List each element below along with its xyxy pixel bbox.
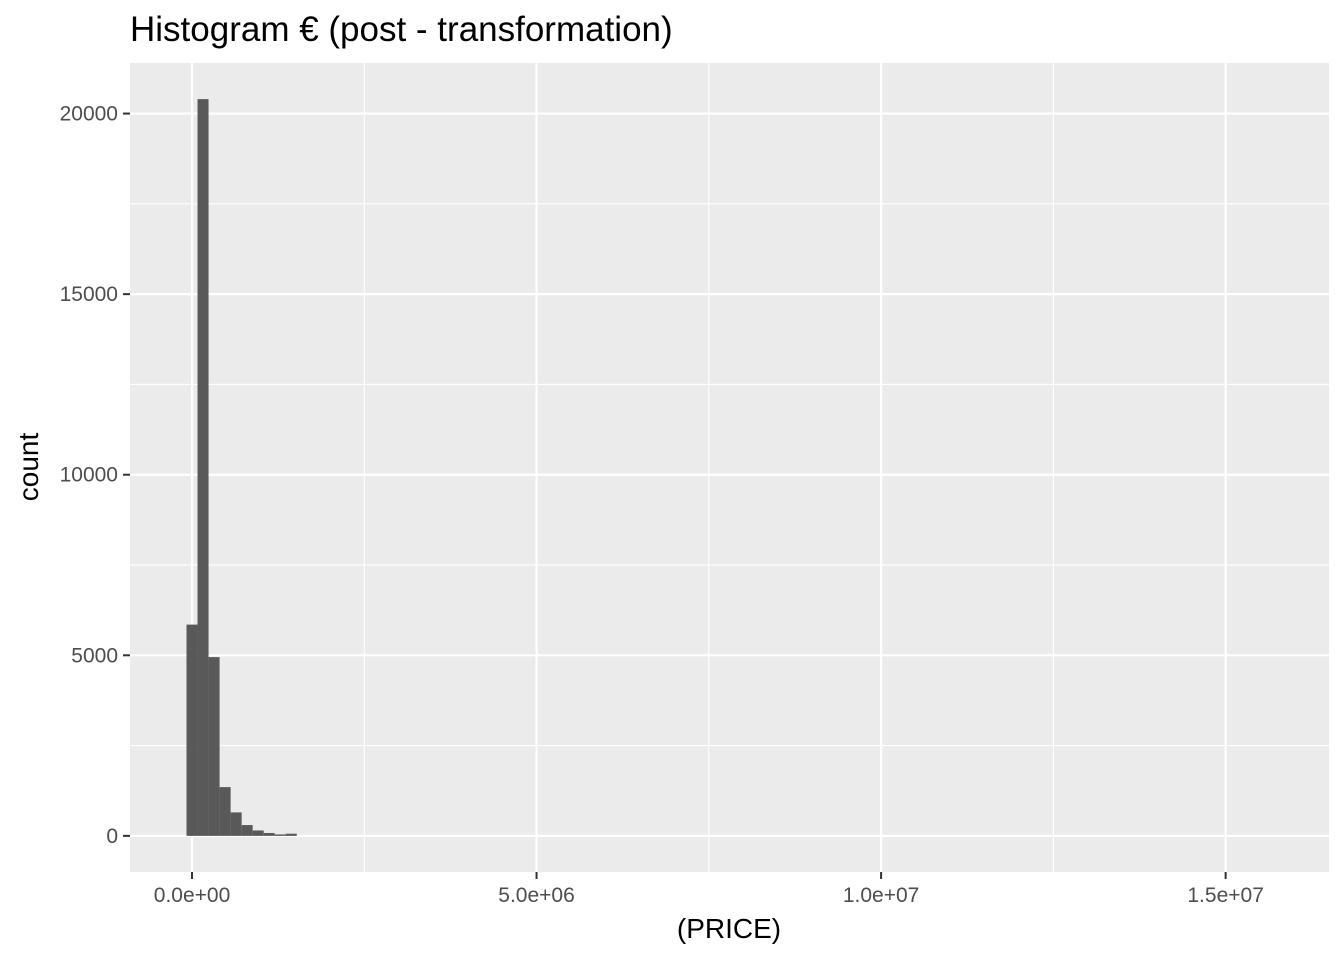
histogram-bar [263, 832, 275, 836]
histogram-bar [219, 787, 231, 836]
y-tick-label: 20000 [60, 103, 118, 126]
histogram-bar [274, 834, 286, 836]
y-tick-label: 10000 [60, 464, 118, 487]
y-axis: 0 5000 10000 15000 20000 [60, 103, 130, 848]
histogram-bars [186, 99, 297, 836]
histogram-bar [197, 99, 209, 836]
histogram-bar [230, 812, 242, 836]
y-axis-title: count [13, 433, 44, 502]
histogram-bar [285, 833, 297, 836]
histogram-bar [252, 830, 264, 836]
histogram-bar [208, 657, 220, 836]
histogram-bar [186, 624, 198, 836]
chart-title: Histogram € (post - transformation) [130, 10, 673, 49]
x-tick-label: 1.0e+07 [843, 884, 920, 907]
x-axis-title: (PRICE) [677, 913, 781, 944]
histogram-bar [241, 825, 253, 836]
major-gridlines [130, 63, 1329, 872]
x-tick-label: 0.0e+00 [154, 884, 231, 907]
x-tick-label: 1.5e+07 [1187, 884, 1264, 907]
y-tick-label: 5000 [71, 644, 118, 667]
minor-gridlines [130, 63, 1329, 872]
y-tick-label: 15000 [60, 283, 118, 306]
x-axis: 0.0e+00 5.0e+06 1.0e+07 1.5e+07 [154, 872, 1264, 907]
y-tick-label: 0 [106, 825, 118, 848]
x-tick-label: 5.0e+06 [498, 884, 575, 907]
plot-panel [130, 63, 1329, 872]
